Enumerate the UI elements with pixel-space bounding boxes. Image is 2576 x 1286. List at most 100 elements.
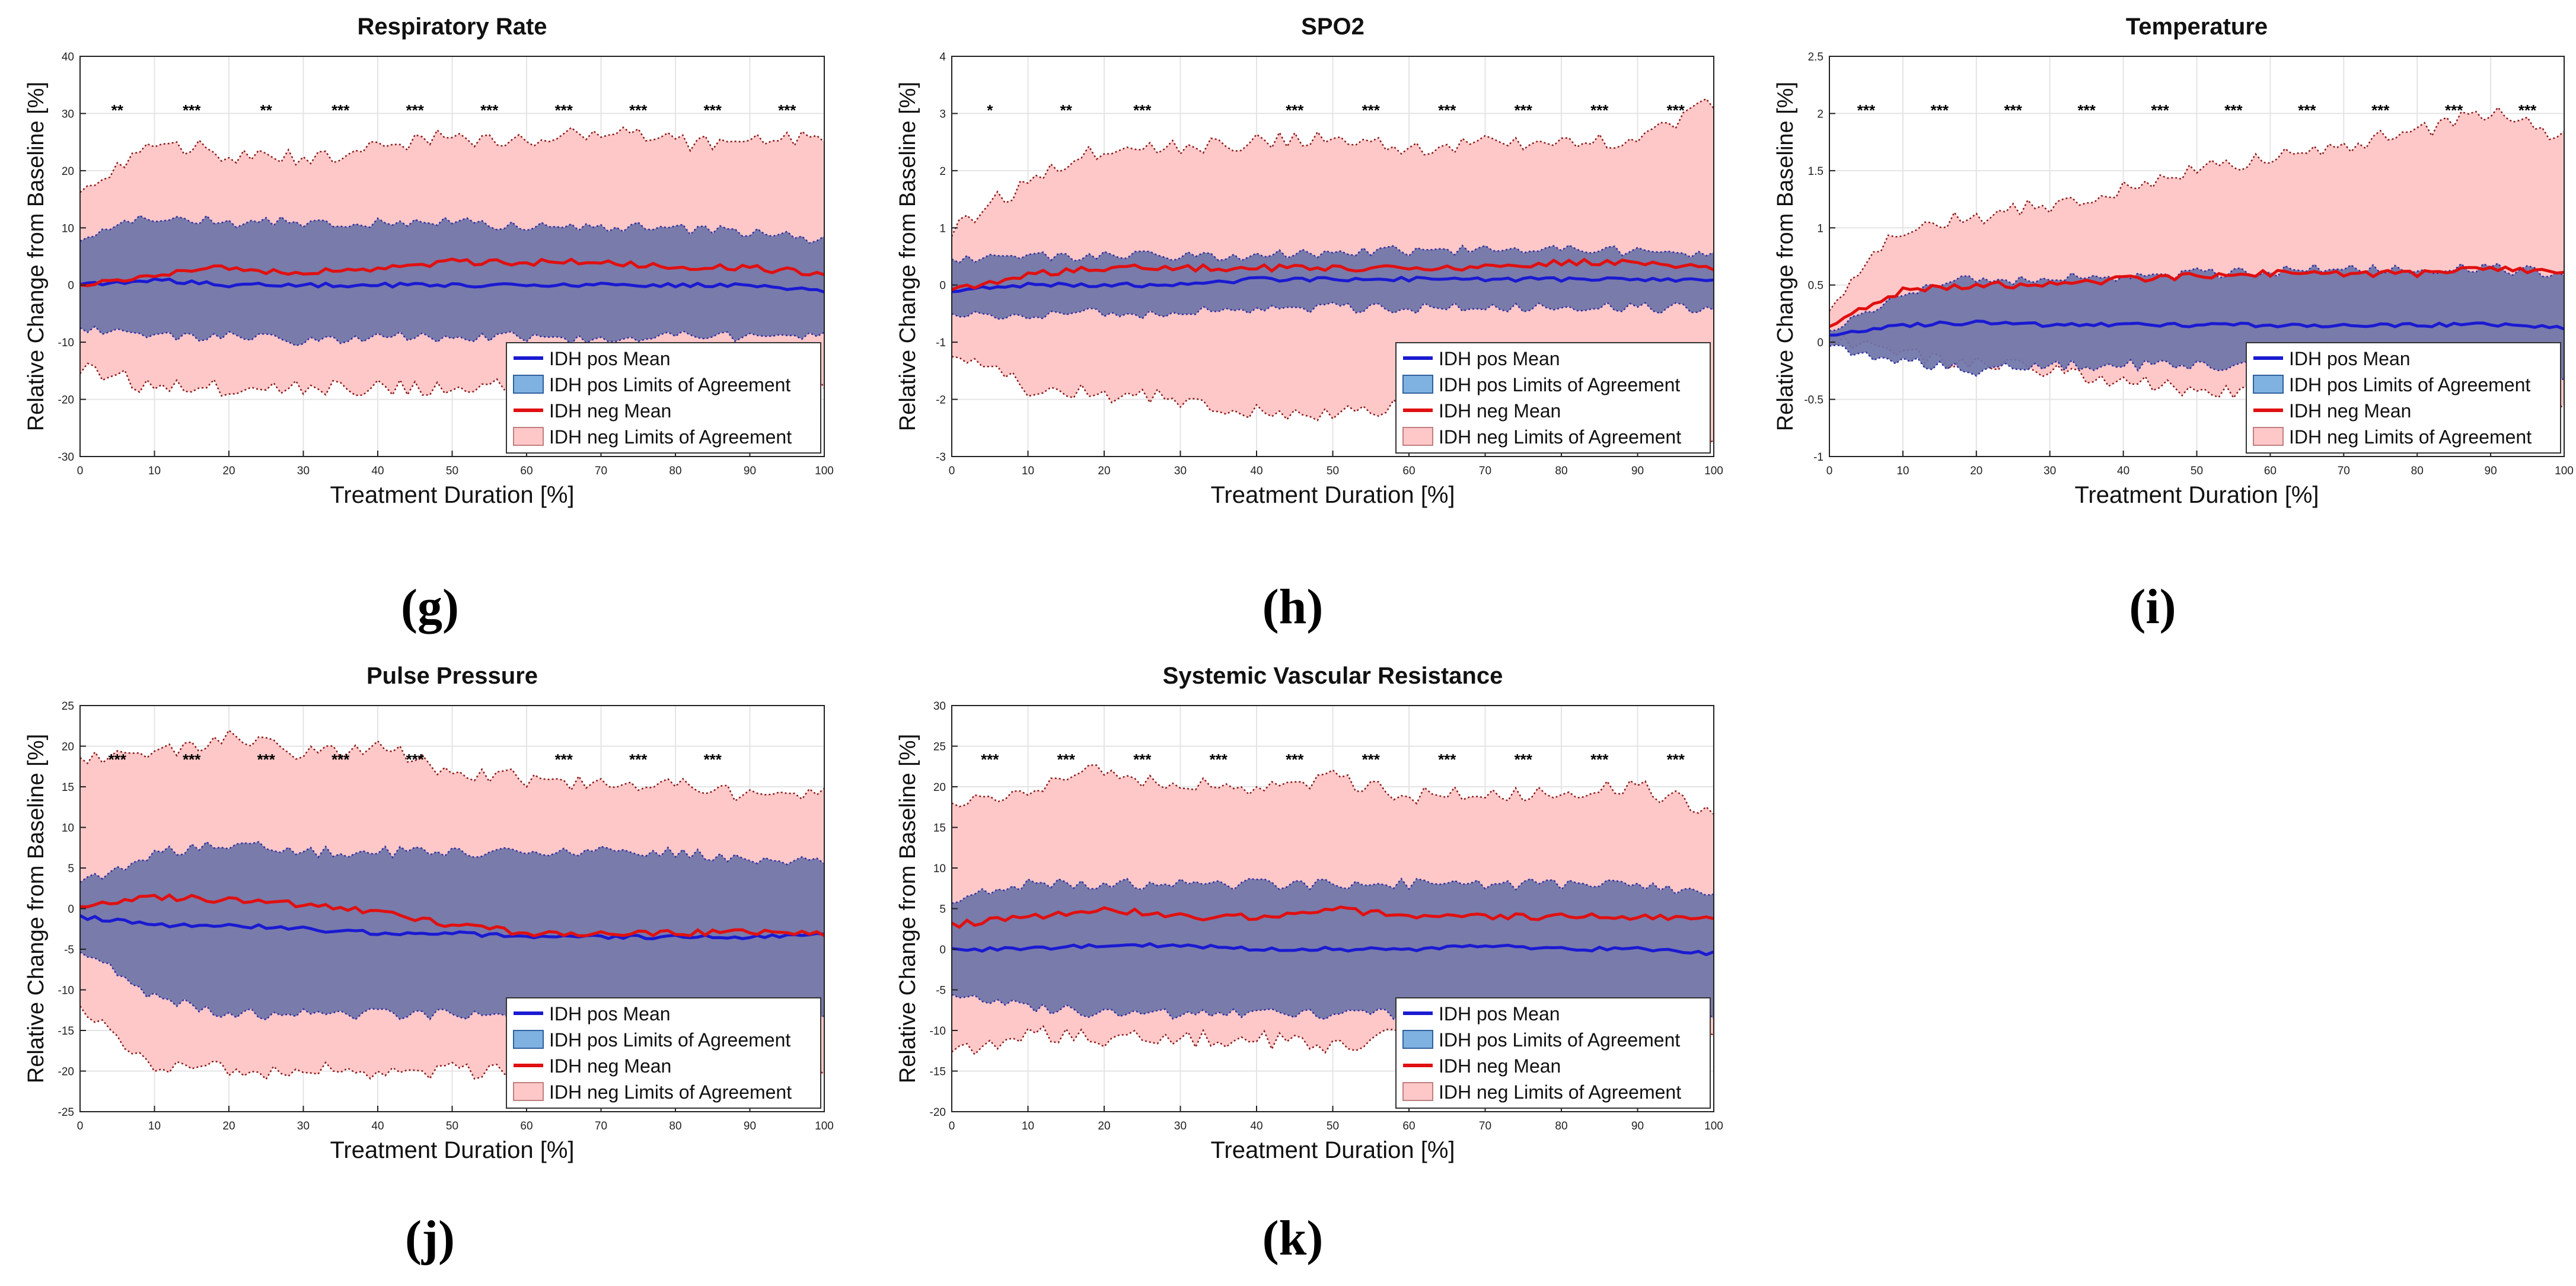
idh-pos-limits-band xyxy=(80,215,824,346)
x-tick-label: 70 xyxy=(595,1120,607,1132)
x-tick-label: 20 xyxy=(1098,1120,1110,1132)
y-tick-label: 3 xyxy=(939,108,946,120)
x-tick-label: 10 xyxy=(1022,465,1034,477)
x-tick-label: 30 xyxy=(1174,1120,1187,1132)
legend-box xyxy=(1395,342,1711,454)
chart-title: Pulse Pressure xyxy=(366,663,538,689)
significance-marker: ** xyxy=(1060,101,1073,119)
legend-idh-neg-limits-swatch xyxy=(1402,1082,1433,1101)
x-tick-label: 30 xyxy=(297,1120,310,1132)
x-tick-label: 60 xyxy=(1402,1120,1415,1132)
y-tick-label: 10 xyxy=(62,822,74,835)
chart-panel-systemic-vascular-resistance: Systemic Vascular Resistance *** *** *** ***… xyxy=(872,649,1726,1177)
x-tick-label: 30 xyxy=(2043,465,2056,477)
significance-marker: *** xyxy=(480,101,499,119)
idh-neg-lower-limit-line xyxy=(951,356,1714,447)
idh-neg-lower-limit-line xyxy=(79,1006,825,1081)
significance-marker: *** xyxy=(2298,101,2316,119)
significance-marker: *** xyxy=(1590,751,1609,768)
y-axis-label: Relative Change from Baseline [%] xyxy=(895,734,920,1083)
y-tick-label: -10 xyxy=(58,337,74,349)
x-tick-label: 70 xyxy=(595,465,607,477)
significance-marker: *** xyxy=(406,751,425,768)
x-tick-label: 100 xyxy=(1704,465,1723,477)
y-tick-label: 2 xyxy=(1817,108,1823,120)
legend-idh-neg-limits-label: IDH neg Limits of Agreement xyxy=(549,426,792,448)
x-tick-label: 70 xyxy=(2338,465,2350,477)
x-tick-label: 30 xyxy=(297,465,310,477)
x-axis-label: Treatment Duration [%] xyxy=(1210,482,1455,508)
significance-marker: *** xyxy=(2518,101,2537,119)
y-tick-label: -20 xyxy=(58,394,74,407)
y-tick-label: 2 xyxy=(939,165,946,178)
y-tick-label: -1 xyxy=(1813,451,1823,464)
legend-box xyxy=(506,342,821,454)
idh-pos-upper-limit-line xyxy=(79,214,825,244)
y-tick-label: -15 xyxy=(58,1025,74,1038)
significance-marker: *** xyxy=(109,751,127,768)
chart-systemic-vascular-resistance: Systemic Vascular Resistance *** *** *** ***… xyxy=(895,663,1723,1163)
x-tick-label: 80 xyxy=(1555,465,1567,477)
y-tick-label: 20 xyxy=(62,165,74,178)
x-tick-label: 10 xyxy=(1896,465,1909,477)
x-axis-label: Treatment Duration [%] xyxy=(330,1137,574,1163)
y-tick-label: 0 xyxy=(939,944,946,956)
legend-idh-neg-mean-label: IDH neg Mean xyxy=(2289,400,2411,422)
chart-respiratory-rate: Respiratory Rate** *** ** *** *** *** *** *** **… xyxy=(24,14,834,508)
y-tick-label: -5 xyxy=(64,944,74,956)
y-axis-label: Relative Change from Baseline [%] xyxy=(24,734,49,1083)
y-tick-label: 2.5 xyxy=(1808,51,1823,63)
y-tick-label: -3 xyxy=(936,451,946,464)
significance-marker: *** xyxy=(1515,101,1533,119)
x-tick-label: 40 xyxy=(1250,1120,1263,1132)
x-tick-label: 20 xyxy=(222,1120,235,1132)
legend-idh-neg-mean-label: IDH neg Mean xyxy=(549,400,671,422)
y-axis-label: Relative Change from Baseline [%] xyxy=(24,82,49,431)
significance-marker: *** xyxy=(629,751,648,768)
x-tick-label: 100 xyxy=(815,1120,834,1132)
subfigure-label-k: (k) xyxy=(1262,1211,1324,1266)
y-tick-label: 20 xyxy=(933,781,946,794)
x-axis-label: Treatment Duration [%] xyxy=(1210,1137,1455,1163)
x-tick-label: 20 xyxy=(1098,465,1110,477)
significance-marker: *** xyxy=(1286,751,1304,768)
x-tick-label: 80 xyxy=(669,1120,681,1132)
significance-marker: *** xyxy=(1286,101,1304,119)
idh-neg-upper-limit-line xyxy=(1828,106,2565,312)
idh-neg-upper-limit-line xyxy=(951,764,1714,815)
significance-marker: *** xyxy=(1438,101,1456,119)
significance-marker: *** xyxy=(331,101,350,119)
significance-marker: *** xyxy=(183,751,201,768)
x-tick-label: 50 xyxy=(1327,465,1339,477)
legend-idh-pos-limits-swatch xyxy=(513,1030,544,1049)
y-tick-label: 30 xyxy=(933,700,946,713)
y-tick-label: 0.5 xyxy=(1808,280,1823,292)
x-tick-label: 50 xyxy=(1327,1120,1339,1132)
significance-marker: *** xyxy=(331,751,350,768)
legend-idh-pos-limits-label: IDH pos Limits of Agreement xyxy=(549,1029,790,1051)
x-tick-label: 0 xyxy=(77,1120,84,1132)
legend-idh-neg-limits-label: IDH neg Limits of Agreement xyxy=(549,1081,792,1103)
significance-marker: *** xyxy=(2224,101,2243,119)
significance-marker: ** xyxy=(111,101,124,119)
y-tick-label: 30 xyxy=(62,108,74,120)
significance-marker: *** xyxy=(406,101,425,119)
chart-panel-respiratory-rate: Respiratory Rate ** *** ** *** *** *** *** *** **… xyxy=(0,0,836,522)
idh-pos-limits-band xyxy=(952,245,1714,319)
significance-marker: *** xyxy=(1133,101,1152,119)
x-tick-label: 0 xyxy=(77,465,84,477)
x-tick-label: 90 xyxy=(1631,1120,1644,1132)
significance-marker: *** xyxy=(778,101,796,119)
x-tick-label: 60 xyxy=(520,465,533,477)
significance-marker: *** xyxy=(1857,101,1876,119)
idh-neg-lower-limit-line xyxy=(951,1021,1714,1056)
idh-pos-lower-limit-line xyxy=(951,301,1714,320)
chart-legend: IDH pos Mean IDH pos Limits of Agreement I… xyxy=(1395,342,1711,454)
x-tick-label: 80 xyxy=(1555,1120,1567,1132)
legend-idh-pos-limits-swatch xyxy=(1402,375,1433,394)
chart-legend: IDH pos Mean IDH pos Limits of Agreement I… xyxy=(2246,342,2561,454)
subfigure-label-g: (g) xyxy=(401,579,459,634)
x-tick-label: 10 xyxy=(1022,1120,1034,1132)
legend-idh-pos-mean-label: IDH pos Mean xyxy=(1439,1003,1560,1025)
significance-marker: *** xyxy=(981,751,999,768)
